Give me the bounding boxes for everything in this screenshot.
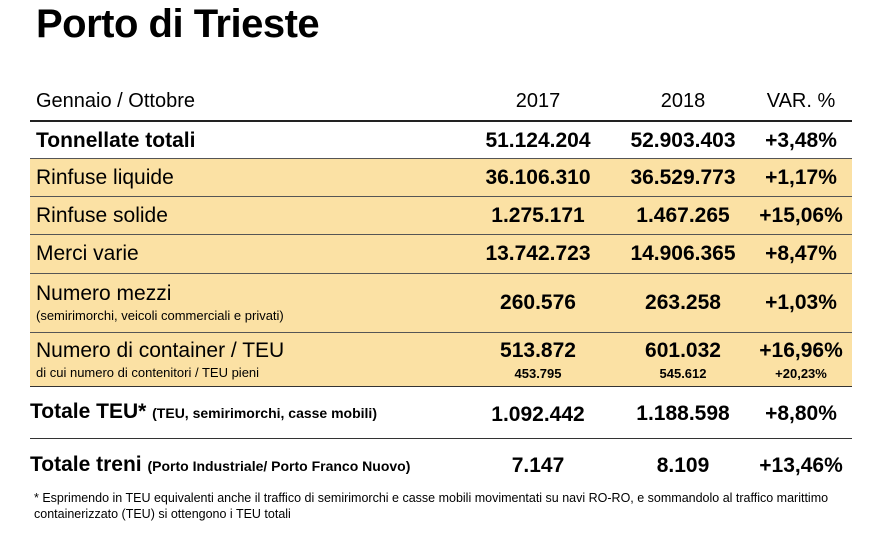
- value-2017: 1.275.171: [491, 204, 585, 227]
- row-sublabel: (semirimorchi, veicoli commerciali e pri…: [36, 308, 284, 323]
- sub-value-var: +20,23%: [775, 366, 827, 381]
- value-2017: 1.092.442: [491, 403, 585, 426]
- sub-value-2018: 545.612: [659, 366, 707, 381]
- sub-value-2017: 453.795: [514, 366, 562, 381]
- totale-treni-label: Totale treni: [30, 453, 142, 476]
- value-2018: 14.906.365: [630, 242, 736, 265]
- value-var: +15,06%: [759, 204, 843, 227]
- header-var: VAR. %: [766, 90, 836, 112]
- footnote: * Esprimendo in TEU equivalenti anche il…: [34, 491, 829, 521]
- table-row-tonnellate: Tonnellate totali 51.124.204 52.903.403 …: [30, 122, 852, 159]
- row-label: Numero di container / TEU: [36, 339, 285, 362]
- header-period: Gennaio / Ottobre: [36, 90, 195, 112]
- value-var: +1,03%: [765, 291, 837, 314]
- value-2018: 36.529.773: [630, 166, 736, 189]
- value-2018: 1.467.265: [636, 204, 730, 227]
- value-2018: 1.188.598: [636, 402, 730, 425]
- row-label: Totale TEU* (TEU, semirimorchi, casse mo…: [30, 400, 377, 424]
- row-label: Merci varie: [36, 242, 139, 265]
- row-label: Numero mezzi: [36, 282, 172, 305]
- value-var: +1,17%: [765, 166, 837, 189]
- value-2018: 601.032: [645, 339, 721, 362]
- value-var: +8,80%: [765, 402, 837, 425]
- value-var: +13,46%: [759, 454, 843, 477]
- table-row-totale-treni: Totale treni (Porto Industriale/ Porto F…: [30, 440, 852, 486]
- totale-treni-note: (Porto Industriale/ Porto Franco Nuovo): [147, 458, 411, 474]
- table-row-rinfuse-liquide: Rinfuse liquide 36.106.310 36.529.773 +1…: [30, 159, 852, 197]
- totale-teu-note: (TEU, semirimorchi, casse mobili): [152, 405, 377, 421]
- row-label: Tonnellate totali: [36, 129, 196, 152]
- page-title: Porto di Trieste: [36, 2, 320, 46]
- table-row-totale-teu: Totale TEU* (TEU, semirimorchi, casse mo…: [30, 388, 852, 439]
- value-2017: 36.106.310: [485, 166, 591, 189]
- value-2017: 51.124.204: [485, 129, 591, 152]
- table-row-container-teu: Numero di container / TEU di cui numero …: [30, 333, 852, 387]
- row-label: Rinfuse solide: [36, 204, 168, 227]
- totale-teu-label: Totale TEU*: [30, 400, 147, 423]
- table-row-merci-varie: Merci varie 13.742.723 14.906.365 +8,47%: [30, 235, 852, 274]
- value-2018: 52.903.403: [630, 129, 736, 152]
- value-2018: 263.258: [645, 291, 721, 314]
- value-2018: 8.109: [656, 454, 710, 477]
- table-row-numero-mezzi: Numero mezzi (semirimorchi, veicoli comm…: [30, 274, 852, 333]
- row-label: Rinfuse liquide: [36, 166, 174, 189]
- value-2017: 13.742.723: [485, 242, 591, 265]
- value-2017: 260.576: [500, 291, 576, 314]
- value-var: +16,96%: [759, 339, 843, 362]
- table-row-rinfuse-solide: Rinfuse solide 1.275.171 1.467.265 +15,0…: [30, 197, 852, 235]
- row-sublabel: di cui numero di contenitori / TEU pieni: [36, 365, 260, 380]
- table-header: Gennaio / Ottobre 2017 2018 VAR. %: [30, 86, 852, 122]
- row-label: Totale treni (Porto Industriale/ Porto F…: [30, 453, 410, 477]
- value-var: +8,47%: [765, 242, 837, 265]
- value-2017: 513.872: [500, 339, 576, 362]
- value-2017: 7.147: [511, 454, 565, 477]
- header-2018: 2018: [660, 90, 706, 112]
- header-2017: 2017: [515, 90, 561, 112]
- value-var: +3,48%: [765, 129, 837, 152]
